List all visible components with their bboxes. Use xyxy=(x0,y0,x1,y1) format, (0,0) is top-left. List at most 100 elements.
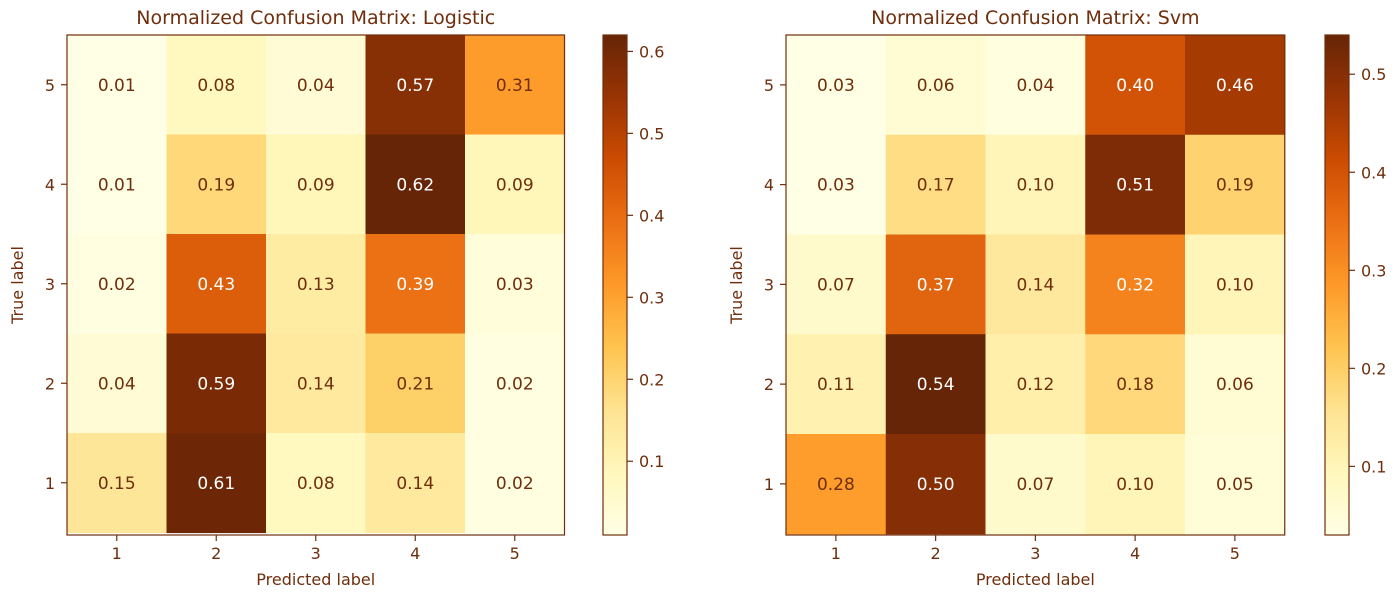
cell-value-label: 0.03 xyxy=(496,275,534,295)
heatmap-cell xyxy=(166,134,267,235)
heatmap-cell xyxy=(985,334,1086,435)
y-tick-label: 1 xyxy=(764,475,774,494)
cell-value-label: 0.51 xyxy=(1116,176,1154,196)
cell-value-label: 0.04 xyxy=(98,374,136,394)
cell-value-label: 0.11 xyxy=(817,375,855,395)
cell-value-label: 0.19 xyxy=(1216,176,1254,196)
heatmap-cell xyxy=(885,434,987,535)
x-tick-label: 5 xyxy=(1230,544,1240,563)
heatmap-cell xyxy=(985,134,1086,236)
colorbar-tick-label: 0.4 xyxy=(639,206,664,225)
colorbar-tick-label: 0.3 xyxy=(639,288,664,307)
heatmap-cell xyxy=(1085,35,1186,136)
colorbar-tick-label: 0.2 xyxy=(639,370,664,389)
cell-value-label: 0.02 xyxy=(98,275,136,295)
heatmap-cell xyxy=(885,334,987,435)
svm-confusion-matrix-panel: Normalized Confusion Matrix: Svm Predict… xyxy=(727,7,1386,589)
chart-title-logistic: Normalized Confusion Matrix: Logistic xyxy=(136,7,495,29)
y-tick-labels-svm: 5 4 3 2 1 xyxy=(764,76,786,494)
cell-value-label: 0.08 xyxy=(297,474,335,494)
heatmap-cell xyxy=(266,134,367,235)
colorbar-logistic: 0.1 0.2 0.3 0.4 0.5 0.6 xyxy=(602,34,664,536)
cell-value-label: 0.14 xyxy=(297,374,335,394)
y-axis-label-svm: True label xyxy=(727,246,746,325)
cell-value-label: 0.01 xyxy=(98,76,136,96)
colorbar-tick-label: 0.2 xyxy=(1361,359,1386,378)
x-axis-label-svm: Predicted label xyxy=(976,570,1095,589)
heatmap-cell xyxy=(67,134,168,235)
cell-value-label: 0.14 xyxy=(1016,275,1054,295)
cell-value-labels-logistic: 0.01 0.08 0.04 0.57 0.31 0.01 0.19 0.09 0.62 0.09… xyxy=(98,76,534,494)
cell-value-label: 0.54 xyxy=(917,375,955,395)
heatmap-cell xyxy=(786,334,887,435)
y-tick-label: 2 xyxy=(764,375,774,394)
colorbar-scale xyxy=(602,34,628,536)
heatmap-cell xyxy=(266,234,367,335)
heatmap-cell xyxy=(365,234,466,335)
heatmap-cell xyxy=(885,134,987,236)
cell-value-label: 0.05 xyxy=(1216,475,1254,495)
cell-value-label: 0.02 xyxy=(496,374,534,394)
x-axis-label-logistic: Predicted label xyxy=(256,570,375,589)
x-tick-label: 1 xyxy=(831,544,841,563)
cell-value-label: 0.03 xyxy=(817,76,855,96)
cell-value-label: 0.28 xyxy=(817,475,855,495)
heatmap-cell xyxy=(1085,334,1186,435)
cell-value-labels-svm: 0.03 0.06 0.04 0.40 0.46 0.03 0.17 0.10 0.51 0.19… xyxy=(817,76,1254,495)
heatmap-cell xyxy=(166,35,267,136)
cell-value-label: 0.18 xyxy=(1116,375,1154,395)
cell-value-label: 0.32 xyxy=(1116,275,1154,295)
cell-value-label: 0.07 xyxy=(1016,475,1054,495)
colorbar-tick-label: 0.3 xyxy=(1361,261,1386,280)
y-tick-label: 1 xyxy=(45,474,55,493)
heatmap-cell xyxy=(1185,234,1286,335)
heatmap-cells-svm xyxy=(786,35,1286,535)
x-tick-label: 4 xyxy=(410,544,420,563)
y-tick-labels-logistic: 5 4 3 2 1 xyxy=(45,76,67,493)
cell-value-label: 0.13 xyxy=(297,275,335,295)
heatmap-cell xyxy=(465,134,566,235)
heatmap-cell xyxy=(266,35,367,136)
cell-value-label: 0.01 xyxy=(98,175,136,195)
heatmap-cell xyxy=(1185,334,1286,435)
heatmap-cell xyxy=(786,35,887,136)
cell-value-label: 0.07 xyxy=(817,275,855,295)
cell-value-label: 0.17 xyxy=(917,176,955,196)
heatmap-cell xyxy=(1185,35,1286,136)
heatmap-cell xyxy=(885,234,987,335)
heatmap-cell xyxy=(166,433,267,534)
y-tick-label: 2 xyxy=(45,374,55,393)
x-tick-label: 3 xyxy=(311,544,321,563)
heatmap-cell xyxy=(1085,234,1186,335)
cell-value-label: 0.06 xyxy=(1216,375,1254,395)
x-tick-labels-logistic: 1 2 3 4 5 xyxy=(112,535,520,563)
heatmap-cell xyxy=(465,234,566,335)
cell-value-label: 0.14 xyxy=(396,474,434,494)
heatmap-cell xyxy=(465,333,566,434)
y-tick-label: 5 xyxy=(764,76,774,95)
colorbar-scale xyxy=(1324,34,1350,536)
y-tick-label: 3 xyxy=(764,275,774,294)
cell-value-label: 0.15 xyxy=(98,474,136,494)
colorbar-svm: 0.1 0.2 0.3 0.4 0.5 xyxy=(1324,34,1386,536)
x-tick-label: 2 xyxy=(211,544,221,563)
cell-value-label: 0.50 xyxy=(917,475,955,495)
x-tick-labels-svm: 1 2 3 4 5 xyxy=(831,535,1240,563)
heatmap-cell xyxy=(365,433,466,534)
cell-value-label: 0.10 xyxy=(1116,475,1154,495)
cell-value-label: 0.21 xyxy=(396,374,434,394)
heatmap-cell xyxy=(885,35,987,136)
heatmap-cell xyxy=(266,433,367,534)
heatmap-cell xyxy=(465,433,566,534)
heatmap-cell xyxy=(1085,434,1186,535)
cell-value-label: 0.06 xyxy=(917,76,955,96)
heatmap-cell xyxy=(786,134,887,236)
heatmap-cell xyxy=(365,134,466,235)
cell-value-label: 0.12 xyxy=(1016,375,1054,395)
colorbar-tick-label: 0.1 xyxy=(1361,457,1386,476)
chart-title-svm: Normalized Confusion Matrix: Svm xyxy=(871,7,1199,29)
heatmap-cell xyxy=(67,234,168,335)
heatmap-cell xyxy=(67,433,168,534)
heatmap-cell xyxy=(1185,134,1286,236)
